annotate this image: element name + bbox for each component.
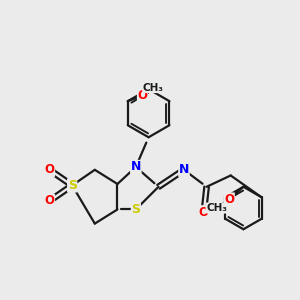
Text: CH₃: CH₃ [206,203,227,213]
Text: O: O [224,193,234,206]
Text: O: O [44,163,55,176]
Text: N: N [131,160,141,173]
Text: O: O [199,206,209,219]
Text: O: O [137,89,148,102]
Text: S: S [68,179,77,192]
Text: CH₃: CH₃ [143,82,164,93]
Text: S: S [131,203,140,216]
Text: N: N [179,163,189,176]
Text: O: O [44,194,55,208]
